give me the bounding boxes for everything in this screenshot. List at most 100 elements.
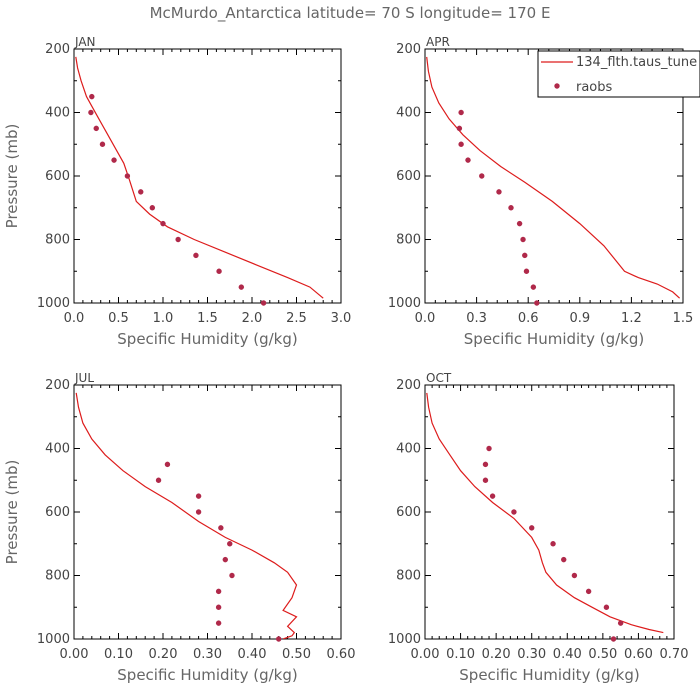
x-tick-label: 0.0 [415, 311, 436, 326]
raob-point [465, 157, 471, 163]
raob-point [516, 220, 523, 227]
plot-frame [73, 48, 342, 304]
raob-point [522, 252, 528, 259]
raob-point [164, 461, 171, 468]
raob-point [195, 493, 202, 499]
chart-panel-oct: OCT 0.00 0.10 0.20 0.30 0.40 0.50 0.60 0.70 200 40… [388, 371, 689, 684]
x-tick-label: 0.40 [238, 647, 267, 662]
raob-point [486, 445, 492, 452]
x-axis-label: Specific Humidity (g/kg) [117, 666, 297, 684]
raob-point [93, 125, 99, 132]
raob-point [571, 572, 578, 579]
raob-point [458, 109, 464, 116]
raob-point [508, 205, 514, 211]
panel-label: OCT [426, 371, 452, 385]
model-series-line [426, 56, 681, 299]
raob-point [520, 236, 526, 243]
raob-point [155, 477, 162, 483]
y-tick-label: 1000 [37, 296, 70, 311]
figure-title: McMurdo_Antarctica latitude= 70 S longit… [150, 4, 551, 23]
raob-point [489, 493, 496, 499]
panel-label: JAN [74, 35, 96, 49]
y-tick-label: 400 [45, 106, 70, 121]
x-tick-label: 0.60 [327, 647, 356, 662]
raob-point [534, 300, 540, 306]
y-tick-label: 600 [396, 505, 421, 520]
raob-point [124, 173, 131, 179]
x-axis-label: Specific Humidity (g/kg) [117, 330, 297, 348]
x-tick-label: 0.10 [104, 647, 133, 662]
y-tick-label: 400 [45, 442, 70, 457]
raob-point [89, 93, 95, 100]
y-tick-label: 800 [45, 569, 70, 584]
raob-point [479, 173, 485, 179]
x-tick-label: 0.6 [518, 311, 539, 326]
y-tick-label: 1000 [388, 296, 421, 311]
raob-point [218, 525, 224, 531]
raob-point [523, 268, 530, 274]
raob-point [550, 541, 556, 547]
x-tick-label: 0.50 [282, 647, 311, 662]
y-tick-label: 200 [45, 42, 70, 57]
raob-point [603, 604, 610, 610]
y-axis-label: Pressure (mb) [3, 124, 21, 229]
y-tick-label: 800 [45, 233, 70, 248]
raob-point [99, 141, 106, 147]
legend-box [537, 50, 700, 98]
raob-point [238, 284, 245, 290]
x-axis-label: Specific Humidity (g/kg) [459, 666, 639, 684]
y-tick-label: 600 [45, 505, 70, 520]
x-tick-label: 2.0 [242, 311, 263, 326]
raob-point [215, 604, 222, 610]
chart-panel-apr: APR 0.0 0.3 0.6 0.9 1.2 1.5 200 400 600 800 1000 Spe… [388, 35, 700, 348]
x-tick-label: 1.0 [153, 311, 174, 326]
x-tick-label: 0.00 [411, 647, 440, 662]
raob-point [260, 300, 267, 306]
model-series-line [75, 56, 324, 299]
y-tick-label: 600 [45, 169, 70, 184]
raob-point [482, 477, 489, 483]
x-tick-label: 0.0 [64, 311, 85, 326]
x-tick-label: 1.5 [673, 311, 694, 326]
x-tick-label: 3.0 [331, 311, 352, 326]
raob-point [215, 620, 222, 626]
y-tick-label: 1000 [388, 632, 421, 647]
y-tick-label: 400 [396, 106, 421, 121]
chart-panel-jul: JUL 0.00 0.10 0.20 0.30 0.40 0.50 0.60 200 400 600… [3, 371, 355, 684]
raob-point [456, 125, 463, 132]
plot-frame [73, 384, 342, 640]
raob-point [195, 509, 202, 515]
raob-point [229, 572, 235, 579]
y-tick-label: 1000 [37, 632, 70, 647]
x-tick-label: 0.60 [624, 647, 653, 662]
raob-point [215, 588, 222, 595]
x-tick-label: 0.3 [466, 311, 487, 326]
raob-point [610, 636, 617, 642]
y-tick-label: 200 [45, 378, 70, 393]
y-tick-label: 800 [396, 569, 421, 584]
x-tick-label: 2.5 [286, 311, 307, 326]
legend-obs-swatch [554, 83, 560, 89]
x-tick-label: 0.9 [569, 311, 590, 326]
y-tick-label: 600 [396, 169, 421, 184]
y-tick-label: 200 [396, 42, 421, 57]
raob-point [175, 236, 181, 243]
legend-obs-label: raobs [576, 80, 613, 95]
panel-label: JUL [74, 371, 94, 385]
raob-point [585, 588, 592, 595]
y-axis-label: Pressure (mb) [3, 460, 21, 565]
raob-point [496, 189, 502, 195]
x-tick-label: 0.50 [588, 647, 617, 662]
raob-point [138, 189, 144, 195]
raob-point [160, 220, 166, 227]
x-tick-label: 0.70 [660, 647, 689, 662]
raob-point [458, 141, 464, 147]
x-tick-label: 0.5 [108, 311, 129, 326]
raob-point [149, 205, 156, 211]
plot-frame [424, 384, 675, 640]
y-tick-label: 200 [396, 378, 421, 393]
raob-point [88, 109, 94, 116]
raob-point [222, 556, 228, 563]
x-tick-label: 0.20 [149, 647, 178, 662]
